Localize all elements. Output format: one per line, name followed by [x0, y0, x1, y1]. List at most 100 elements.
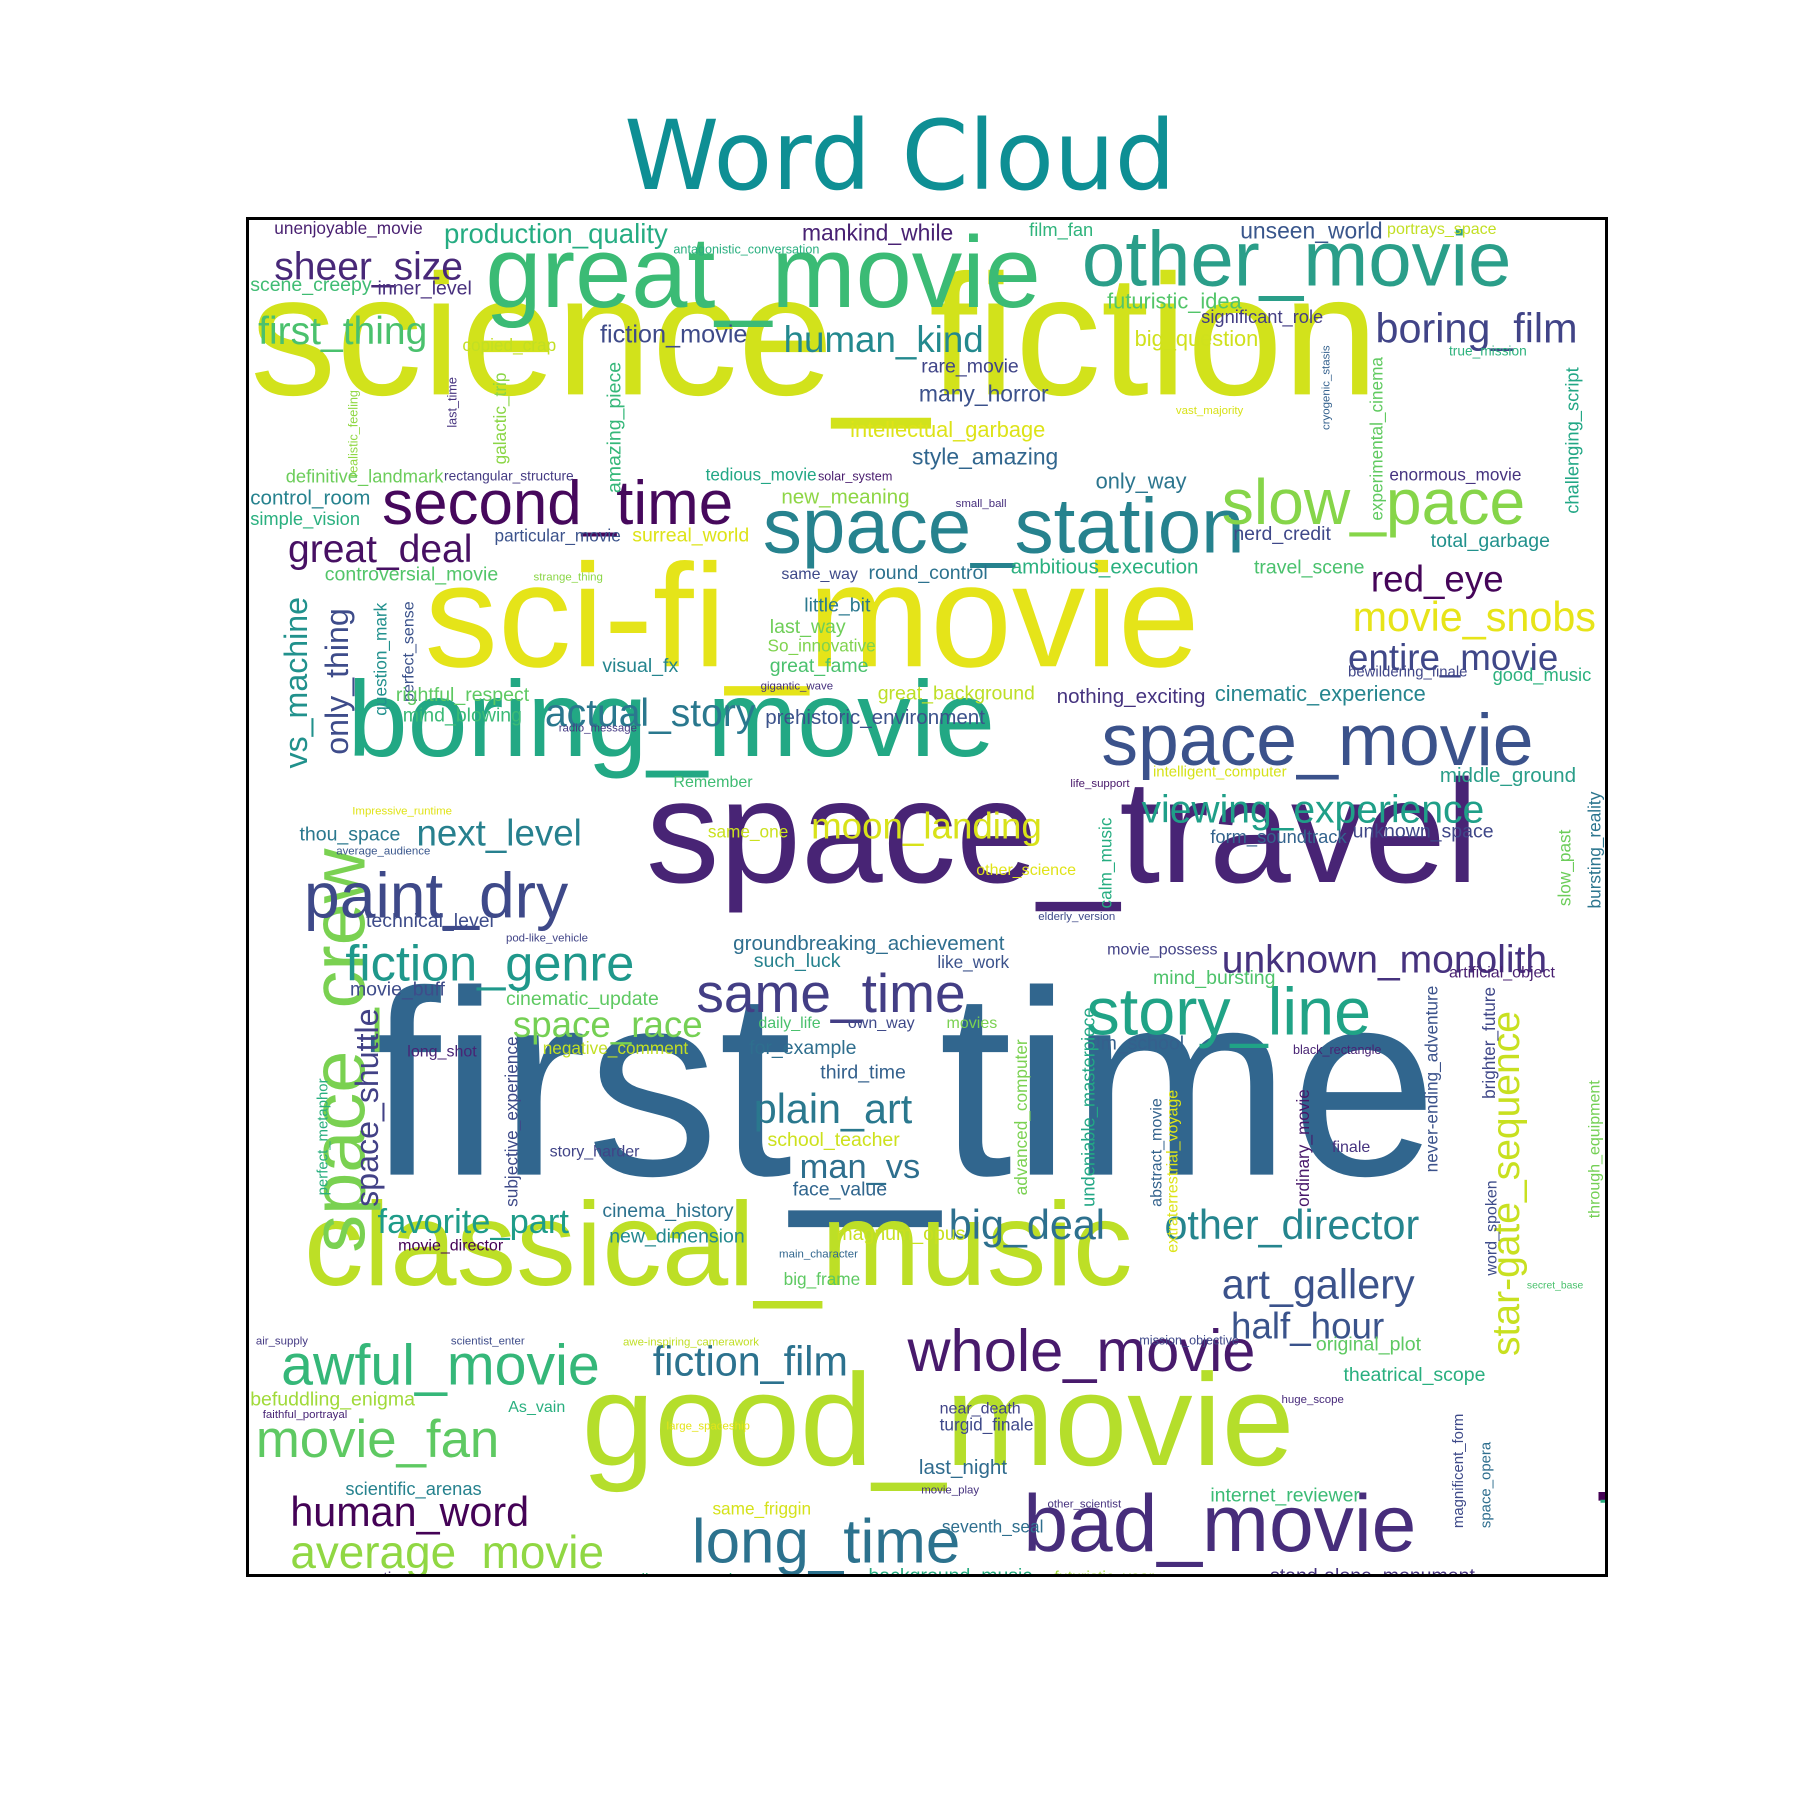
- word-movies: movies: [947, 1014, 998, 1032]
- word-abstract-movie: abstract_movie: [1147, 1098, 1165, 1207]
- word-only-thing: only_thing: [319, 608, 355, 755]
- word-movie-fan: movie_fan: [256, 1410, 499, 1469]
- word-intellectual-garbage: intellectual_garbage: [850, 417, 1045, 442]
- word-other-director: other_director: [1164, 1202, 1419, 1248]
- word-space-station: space_station: [763, 482, 1245, 570]
- word-word-spoken: word_spoken: [1482, 1180, 1500, 1276]
- word-half-hour: half_hour: [1231, 1306, 1384, 1347]
- word-first-time: first_time: [367, 936, 1437, 1231]
- word-first-thing: first_thing: [258, 310, 427, 353]
- word-moon-landing: moon_landing: [811, 805, 1042, 846]
- word-rectangular-structure: rectangular_structure: [444, 468, 574, 483]
- word-secret-base: secret_base: [1527, 1280, 1584, 1291]
- word-internet-reviewer: internet_reviewer: [1210, 1485, 1360, 1507]
- word-other-movie: other_movie: [1082, 220, 1512, 302]
- word-ambitious-execution: ambitious_execution: [1011, 555, 1199, 578]
- word-surreal-world: surreal_world: [632, 524, 749, 546]
- word-same-friggin: same_friggin: [712, 1498, 811, 1518]
- word-large-spaceship: large_spaceship: [667, 1420, 750, 1432]
- word-enormous-movie: enormous_movie: [1389, 464, 1521, 484]
- word-background-music: background_music: [868, 1565, 1032, 1574]
- word-impressive-runtime: Impressive_runtime: [352, 805, 452, 817]
- word-turgid-finale: turgid_finale: [940, 1415, 1034, 1435]
- word-actual-story: actual_story: [545, 692, 756, 735]
- word-awe-inspiring-camerawork: awe-inspiring_camerawork: [623, 1337, 759, 1349]
- word-star-gate-sequence: star-gate_sequence: [1485, 1011, 1528, 1356]
- word-advanced-computer: advanced_computer: [1011, 1039, 1031, 1195]
- word-true-mission: true_mission: [1449, 343, 1527, 358]
- word-cinema-history: cinema_history: [602, 1200, 733, 1222]
- word-magnum-opus: magnum_opus: [836, 1223, 965, 1245]
- word-daily-life: daily_life: [758, 1014, 820, 1032]
- word-sheer-size: sheer_size: [274, 246, 463, 289]
- word-same-one: same_one: [708, 821, 788, 841]
- word-pod-like-vehicle: pod-like_vehicle: [506, 933, 588, 945]
- word-like-work: like_work: [937, 952, 1009, 972]
- word-for-example: for_example: [749, 1037, 856, 1059]
- word-average-audience: average_audience: [336, 846, 430, 858]
- word-nothing-exciting: nothing_exciting: [1057, 685, 1206, 708]
- word-great-background: great_background: [878, 683, 1035, 705]
- word-space-race: space_race: [513, 1004, 703, 1045]
- word-vs-machine: vs_machine: [278, 597, 314, 769]
- word-good-music: good_music: [1493, 664, 1592, 686]
- word-long-shot: long_shot: [407, 1042, 477, 1060]
- word-brighter-future: brighter_future: [1479, 987, 1499, 1099]
- word-extraordinary-experience: extraordinary_experience: [586, 1570, 767, 1574]
- word-vast-majority: vast_majority: [1176, 405, 1244, 417]
- word-small-ball: small_ball: [956, 498, 1007, 510]
- word-theatrical-scope: theatrical_scope: [1343, 1364, 1485, 1386]
- word-futuristic-idea: futuristic_idea: [1107, 288, 1242, 313]
- word-plain-art: plain_art: [754, 1086, 913, 1132]
- word-faithful-portrayal: faithful_portrayal: [263, 1409, 348, 1421]
- word-definitive-landmark: definitive_landmark: [286, 466, 444, 488]
- word-new-meaning: new_meaning: [781, 485, 909, 508]
- word-art-gallery: art_gallery: [1222, 1262, 1415, 1308]
- word-face-value: face_value: [793, 1178, 887, 1200]
- word-school-teacher: school_teacher: [768, 1129, 901, 1151]
- word-portrays-space: portrays_space: [1387, 220, 1497, 238]
- word-never-ending-adventure: never-ending_adventure: [1422, 986, 1442, 1173]
- word-red-eye: red_eye: [1371, 559, 1504, 600]
- word-sci-fi-movie: sci-fi_movie: [425, 534, 1200, 698]
- word-paint-dry: paint_dry: [304, 860, 568, 932]
- word-space-travel: space_travel: [646, 750, 1479, 914]
- word-unseen-world: unseen_world: [1240, 220, 1382, 243]
- word-science-fiction: science_fiction: [250, 239, 1378, 431]
- word-tedious-movie: tedious_movie: [706, 464, 817, 484]
- word-bad-movie: bad_movie: [1023, 1479, 1416, 1569]
- word-magnificent-form: magnificent_form: [1450, 1414, 1467, 1528]
- word-slow-past: slow_past: [1555, 829, 1575, 906]
- word-slow-pace: slow_pace: [1222, 466, 1525, 538]
- word-whole-movie: whole_movie: [906, 1317, 1255, 1384]
- word-mind-blowing: mind_blowing: [403, 704, 522, 726]
- word-radio-message: radio_message: [559, 723, 637, 735]
- word-seventh-seal: seventh_seal: [942, 1517, 1043, 1537]
- word-rare-movie: rare_movie: [921, 356, 1019, 378]
- word-technical-level: technical_level: [366, 910, 494, 932]
- word-favorite-part: favorite_part: [378, 1203, 570, 1241]
- word-mission-objective: mission_objective: [1139, 1334, 1239, 1348]
- word-round-control: round_control: [868, 562, 987, 584]
- word-controversial-movie: controversial_movie: [325, 563, 498, 585]
- word-human-kind: human_kind: [784, 319, 984, 360]
- word-inner-level: inner_level: [378, 278, 472, 300]
- word-big-deal: big_deal: [949, 1202, 1105, 1248]
- word-realistic-feeling: realistic_feeling: [347, 390, 361, 477]
- word-unknown-space: unknown_space: [1353, 820, 1494, 842]
- word-control-room: control_room: [250, 487, 370, 510]
- word-challenging-script: challenging_script: [1561, 367, 1583, 513]
- word-as-vain: As_vain: [508, 1398, 565, 1416]
- word-only-way: only_way: [1096, 469, 1187, 494]
- word-cloud: science_fiction first_time space_travel sci…: [250, 220, 1605, 1574]
- word-fiction-genre: fiction_genre: [345, 935, 634, 992]
- word-bursting-reality: bursting_reality: [1584, 791, 1604, 908]
- word-scene-creepy: scene_creepy: [250, 274, 372, 296]
- word-production-quality: production_quality: [444, 220, 668, 249]
- word-finale: finale: [1332, 1138, 1370, 1156]
- word-good-movie: good_movie: [582, 1347, 1295, 1493]
- word-befuddling-enigma: befuddling_enigma: [250, 1388, 415, 1410]
- word-average-movie: average_movie: [290, 1526, 604, 1574]
- word-last-way: last_way: [770, 616, 846, 638]
- word-boring-film: boring_film: [1376, 306, 1578, 352]
